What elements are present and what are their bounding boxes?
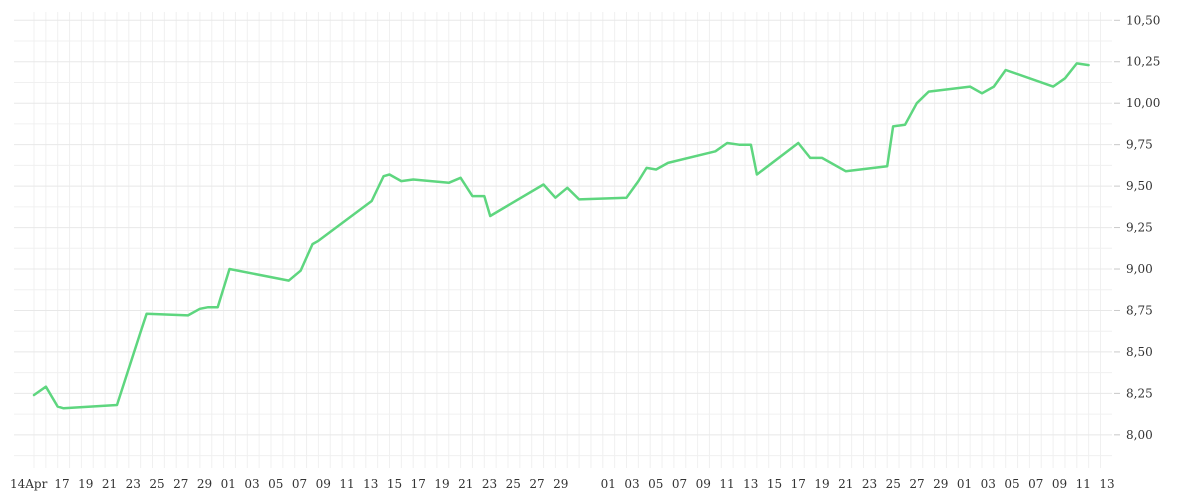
x-tick-label: 03	[624, 477, 639, 491]
x-tick-label: 05	[268, 477, 283, 491]
x-tick-label: 27	[529, 477, 544, 491]
x-tick-label: 17	[54, 477, 69, 491]
series-layer	[32, 62, 1090, 410]
x-tick-label: 13	[1099, 477, 1114, 491]
x-tick-label: 27	[173, 477, 188, 491]
x-tick-label: 11	[719, 477, 734, 491]
y-tick-label: 8,00	[1126, 428, 1153, 442]
x-tick-label: 23	[482, 477, 497, 491]
y-tick-label: 8,25	[1126, 386, 1153, 400]
x-tick-label: 03	[981, 477, 996, 491]
x-tick-label: 03	[244, 477, 259, 491]
x-tick-label: 05	[648, 477, 663, 491]
x-tick-label: 14Apr	[10, 477, 48, 491]
y-tick-label: 10,25	[1126, 55, 1160, 69]
x-tick-label: 07	[672, 477, 687, 491]
x-tick-label: 19	[434, 477, 449, 491]
y-tick-label: 9,25	[1126, 221, 1153, 235]
y-tick-label: 9,00	[1126, 262, 1153, 276]
x-tick-label: 25	[886, 477, 901, 491]
x-tick-label: 05	[1004, 477, 1019, 491]
x-tick-label: 09	[1052, 477, 1067, 491]
x-axis: 14Apr 17 19 21 23 25 27 29 01 03 05 07 09 11 13 15 17 19 2…	[10, 477, 1115, 491]
x-tick-label: 19	[814, 477, 829, 491]
x-tick-label: 21	[838, 477, 853, 491]
y-tick-label: 9,75	[1126, 138, 1153, 152]
x-tick-label: 19	[78, 477, 93, 491]
y-axis: 8,00 8,25 8,50 8,75 9,00 9,25 9,50 9,75 10,00 10,…	[1114, 13, 1160, 442]
x-tick-label: 07	[1028, 477, 1043, 491]
x-tick-label: 29	[933, 477, 948, 491]
x-tick-label: 15	[767, 477, 782, 491]
x-tick-label: 01	[221, 477, 236, 491]
series-line	[32, 62, 1090, 410]
x-tick-label: 13	[363, 477, 378, 491]
x-tick-label: 11	[1076, 477, 1091, 491]
x-tick-label: 09	[696, 477, 711, 491]
x-tick-label: 23	[862, 477, 877, 491]
y-tick-label: 10,00	[1126, 96, 1160, 110]
x-tick-label: 09	[316, 477, 331, 491]
x-tick-label: 29	[197, 477, 212, 491]
y-tick-label: 8,75	[1126, 303, 1153, 317]
x-tick-label: 15	[387, 477, 402, 491]
x-tick-label: 27	[909, 477, 924, 491]
x-tick-label: 21	[102, 477, 117, 491]
x-tick-label: 21	[458, 477, 473, 491]
y-tick-label: 8,50	[1126, 345, 1153, 359]
x-tick-label: 17	[791, 477, 806, 491]
x-tick-label: 07	[292, 477, 307, 491]
x-tick-label: 23	[126, 477, 141, 491]
x-tick-label: 11	[339, 477, 354, 491]
grid-layer	[14, 12, 1112, 468]
x-tick-label: 25	[506, 477, 521, 491]
x-tick-label: 01	[957, 477, 972, 491]
x-tick-label: 01	[601, 477, 616, 491]
x-tick-label: 29	[553, 477, 568, 491]
y-tick-label: 9,50	[1126, 179, 1153, 193]
y-tick-label: 10,50	[1126, 13, 1160, 27]
x-tick-label: 25	[149, 477, 164, 491]
x-tick-label: 17	[411, 477, 426, 491]
x-tick-label: 13	[743, 477, 758, 491]
